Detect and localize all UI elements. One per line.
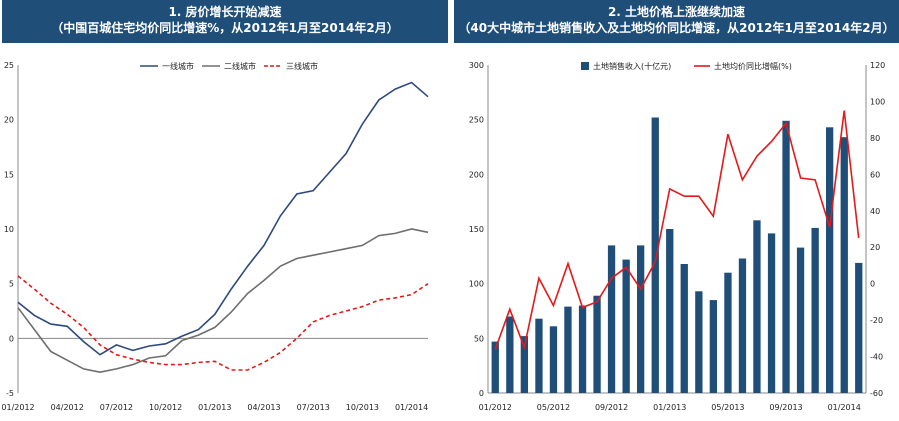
left-chart-subtitle: （中国百城住宅均价同比增速%，从2012年1月至2014年2月） xyxy=(51,21,399,35)
revenue-bar xyxy=(724,272,732,393)
legend-label: 一线城市 xyxy=(162,61,194,71)
x-tick-label: 07/2012 xyxy=(100,403,133,412)
right-y-tick-label: 0 xyxy=(870,280,875,289)
series-line-3 xyxy=(17,275,429,371)
x-tick-label: 10/2013 xyxy=(346,403,379,412)
x-tick-label: 01/2012 xyxy=(2,403,35,412)
left-y-tick-label: 250 xyxy=(469,116,484,125)
revenue-bar xyxy=(622,259,630,393)
y-tick-label: -5 xyxy=(6,389,14,398)
legend-swatch-bar xyxy=(581,62,589,70)
legend-label: 二线城市 xyxy=(224,61,256,71)
revenue-bar xyxy=(709,300,717,393)
y-tick-label: 25 xyxy=(4,61,14,70)
right-y-tick-label: 40 xyxy=(870,207,880,216)
y-tick-label: 15 xyxy=(4,170,14,179)
x-tick-label: 07/2013 xyxy=(297,403,330,412)
revenue-bar xyxy=(796,247,805,393)
revenue-bar xyxy=(607,245,616,393)
right-chart-panel: 2. 土地价格上涨继续加速 （40大中城市土地销售收入及土地均价同比增速，从20… xyxy=(454,0,899,421)
right-chart-header: 2. 土地价格上涨继续加速 （40大中城市土地销售收入及土地均价同比增速，从20… xyxy=(454,0,899,43)
x-tick-label: 09/2012 xyxy=(595,403,628,412)
left-chart-panel: 1. 房价增长开始减速 （中国百城住宅均价同比增速%，从2012年1月至2014… xyxy=(2,0,448,421)
left-y-tick-label: 150 xyxy=(469,225,484,234)
revenue-bar xyxy=(767,233,776,393)
right-bar-line-chart: 0 50 100 150 200 250 300 -60 -40 -20 0 20 40 60 80 100 1… xyxy=(469,61,886,412)
revenue-bar xyxy=(811,227,819,393)
revenue-bar xyxy=(520,336,528,393)
legend-label: 三线城市 xyxy=(286,61,318,71)
right-y-tick-label: 100 xyxy=(870,97,885,106)
revenue-bar xyxy=(564,306,572,393)
revenue-bar xyxy=(549,326,558,393)
revenue-bar xyxy=(491,341,499,393)
x-tick-label: 04/2013 xyxy=(247,403,280,412)
y-tick-label: 20 xyxy=(4,116,14,125)
right-y-tick-label: 60 xyxy=(870,170,880,179)
x-tick-label: 04/2012 xyxy=(51,403,84,412)
revenue-bar xyxy=(666,229,674,393)
x-tick-label: 05/2012 xyxy=(537,403,570,412)
revenue-bar xyxy=(680,264,688,393)
right-chart-title: 2. 土地价格上涨继续加速 xyxy=(607,5,746,19)
revenue-bar xyxy=(535,318,543,393)
revenue-bar xyxy=(637,245,645,393)
left-line-chart: -5 0 5 10 15 20 25 01/2012 04/2012 07/2012 10/2012… xyxy=(2,61,429,412)
left-y-tick-label: 0 xyxy=(479,389,484,398)
left-y-tick-label: 50 xyxy=(474,334,484,343)
right-y-tick-label: 80 xyxy=(870,134,880,143)
legend-label-line: 土地均价同比增幅(%) xyxy=(714,61,792,71)
revenue-bar xyxy=(782,120,790,394)
revenue-bar xyxy=(506,316,514,393)
legend-label-bar: 土地销售收入(十亿元) xyxy=(593,61,671,71)
revenue-bar xyxy=(855,262,863,393)
revenue-bar xyxy=(593,295,601,393)
revenue-bar xyxy=(753,220,761,393)
series-line-1 xyxy=(17,81,429,356)
x-tick-label: 05/2013 xyxy=(711,403,744,412)
x-tick-label: 10/2012 xyxy=(149,403,182,412)
left-chart-header: 1. 房价增长开始减速 （中国百城住宅均价同比增速%，从2012年1月至2014… xyxy=(2,0,448,43)
x-tick-label: 01/2014 xyxy=(395,403,428,412)
right-chart-subtitle: （40大中城市土地销售收入及土地均价同比增速，从2012年1月至2014年2月） xyxy=(458,21,895,35)
x-tick-label: 09/2013 xyxy=(769,403,802,412)
x-tick-label: 01/2013 xyxy=(198,403,231,412)
series-line-2 xyxy=(17,228,429,374)
left-chart-title: 1. 房价增长开始减速 xyxy=(168,5,282,19)
y-tick-label: 0 xyxy=(9,334,14,343)
right-y-tick-label: 120 xyxy=(870,61,885,70)
left-y-tick-label: 200 xyxy=(469,170,484,179)
right-y-tick-label: -40 xyxy=(870,353,883,362)
right-y-tick-label: 20 xyxy=(870,243,880,252)
right-y-tick-label: -20 xyxy=(870,316,883,325)
x-tick-label: 01/2012 xyxy=(479,403,512,412)
price-growth-line xyxy=(494,110,860,351)
y-tick-label: 5 xyxy=(9,280,14,289)
revenue-bar xyxy=(840,137,848,393)
x-tick-label: 01/2014 xyxy=(828,403,861,412)
revenue-bar xyxy=(695,291,703,393)
right-y-tick-label: -60 xyxy=(870,389,883,398)
revenue-bar xyxy=(651,117,659,393)
left-y-tick-label: 300 xyxy=(469,61,484,70)
revenue-bar xyxy=(738,258,747,393)
left-y-tick-label: 100 xyxy=(469,280,484,289)
revenue-bar xyxy=(578,305,587,393)
revenue-bar xyxy=(826,127,834,394)
y-tick-label: 10 xyxy=(4,225,14,234)
x-tick-label: 01/2013 xyxy=(653,403,686,412)
